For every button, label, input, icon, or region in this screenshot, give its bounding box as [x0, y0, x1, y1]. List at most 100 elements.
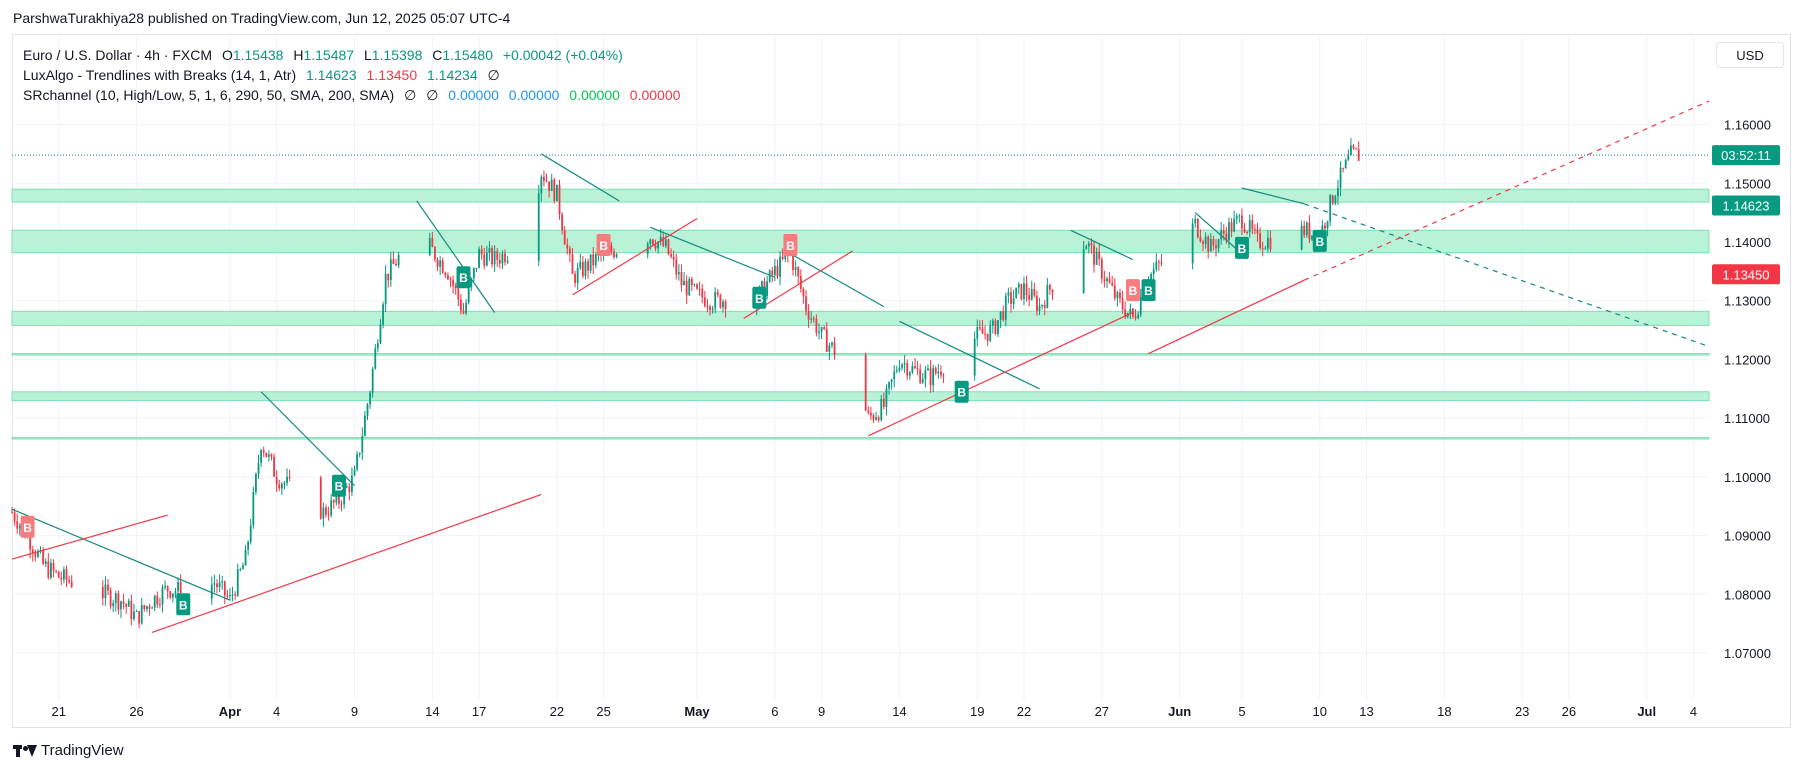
y-tick-label: 1.09000 [1724, 529, 1771, 544]
bearish-break-marker[interactable] [596, 233, 611, 256]
candle-body [262, 450, 265, 453]
candle-body [158, 604, 161, 606]
candle-body [581, 261, 584, 277]
candle-body [672, 256, 675, 260]
candle-body [267, 454, 270, 457]
support-trendline [572, 218, 698, 296]
candle-body [1233, 218, 1236, 232]
candle-body [911, 366, 914, 373]
candle-body [869, 412, 872, 416]
y-tick-label: 1.16000 [1724, 118, 1771, 133]
candle-body [283, 482, 286, 484]
candle-body [459, 299, 462, 311]
candle-body [1160, 262, 1163, 264]
candle-body [13, 512, 16, 522]
candle-body [382, 304, 384, 325]
symbol-legend-row[interactable]: Euro / U.S. Dollar · 4h · FXCM O1.15438 … [23, 45, 680, 65]
bullish-break-marker[interactable] [1312, 229, 1327, 252]
bearish-break-marker[interactable] [1125, 279, 1140, 302]
candle-body [1329, 195, 1332, 222]
price-axis-label-bg [1712, 195, 1780, 216]
candle-body [1119, 292, 1121, 299]
break-marker-label: B [1129, 284, 1138, 298]
bullish-break-marker[interactable] [1141, 279, 1156, 302]
candle-body [1350, 145, 1352, 156]
candle-body [652, 239, 654, 245]
candle-body [701, 288, 704, 298]
candle-body [919, 369, 922, 383]
bearish-break-marker[interactable] [783, 233, 798, 256]
bullish-break-marker[interactable] [1234, 236, 1249, 259]
bearish-break-marker[interactable] [20, 515, 35, 538]
candle-body [1326, 221, 1329, 229]
candle-body [125, 604, 128, 607]
candle-body [875, 417, 877, 420]
luxalgo-value-1: 1.14623 [306, 67, 357, 83]
candle-body [1241, 215, 1243, 229]
srchannel-legend-row[interactable]: SRchannel (10, High/Low, 5, 1, 6, 290, 5… [23, 85, 680, 105]
x-tick-label: 26 [129, 704, 143, 719]
candle-body [138, 611, 141, 624]
candle-body [330, 500, 333, 516]
bullish-break-marker[interactable] [954, 380, 969, 403]
candle-body [265, 452, 268, 457]
candle-body [493, 251, 496, 265]
y-tick-label: 1.10000 [1724, 470, 1771, 485]
candle-body [784, 254, 787, 259]
candle-body [709, 306, 711, 310]
currency-button[interactable]: USD [1716, 42, 1784, 68]
resistance-trendline [541, 153, 620, 202]
candle-body [563, 230, 566, 245]
candle-body [1357, 149, 1360, 161]
srchannel-value-1: ∅ [404, 87, 417, 103]
candle-body [924, 370, 927, 380]
x-tick-label: 21 [51, 704, 65, 719]
candle-body [550, 179, 553, 191]
candle-body [579, 261, 582, 269]
candle-body [716, 292, 719, 295]
candle-body [42, 550, 45, 564]
candle-body [659, 236, 662, 242]
candle-body [1152, 269, 1155, 275]
candle-body [1235, 216, 1238, 219]
candle-body [1108, 278, 1111, 283]
candle-body [1157, 261, 1160, 263]
candle-body [589, 254, 592, 271]
candle-body [361, 435, 364, 453]
candle-body [1266, 237, 1269, 249]
x-tick-label: 4 [1690, 704, 1697, 719]
candle-body [916, 368, 919, 370]
bullish-break-marker[interactable] [752, 286, 767, 309]
candle-body [1230, 222, 1233, 232]
luxalgo-legend-row[interactable]: LuxAlgo - Trendlines with Breaks (14, 1,… [23, 65, 680, 85]
candle-body [1111, 282, 1114, 286]
candle-body [462, 310, 465, 314]
high-value: 1.15487 [303, 47, 355, 63]
bullish-break-marker[interactable] [456, 266, 471, 289]
bullish-break-marker[interactable] [176, 593, 191, 616]
candle-body [1090, 243, 1093, 246]
candle-body [664, 239, 667, 246]
candle-body [670, 254, 672, 257]
candle-body [444, 272, 447, 276]
bullish-break-marker[interactable] [331, 474, 346, 497]
candle-body [221, 581, 224, 583]
sr-zone [11, 353, 1710, 356]
candle-body [576, 268, 579, 283]
chart-pane[interactable] [12, 34, 1791, 728]
candle-body [475, 267, 478, 269]
candle-body [16, 521, 19, 529]
candle-body [249, 525, 252, 542]
x-tick-label: 6 [771, 704, 778, 719]
candle-body [174, 591, 177, 594]
resistance-trendline [650, 226, 776, 278]
footer-branding[interactable]: TradingView [13, 742, 124, 759]
srchannel-value-6: 0.00000 [629, 87, 681, 103]
tradingview-logo-icon [13, 744, 37, 758]
candle-body [216, 583, 218, 588]
support-trendline [11, 514, 168, 560]
candle-body [50, 562, 52, 578]
candle-body [1305, 222, 1308, 236]
candle-body [465, 302, 467, 314]
